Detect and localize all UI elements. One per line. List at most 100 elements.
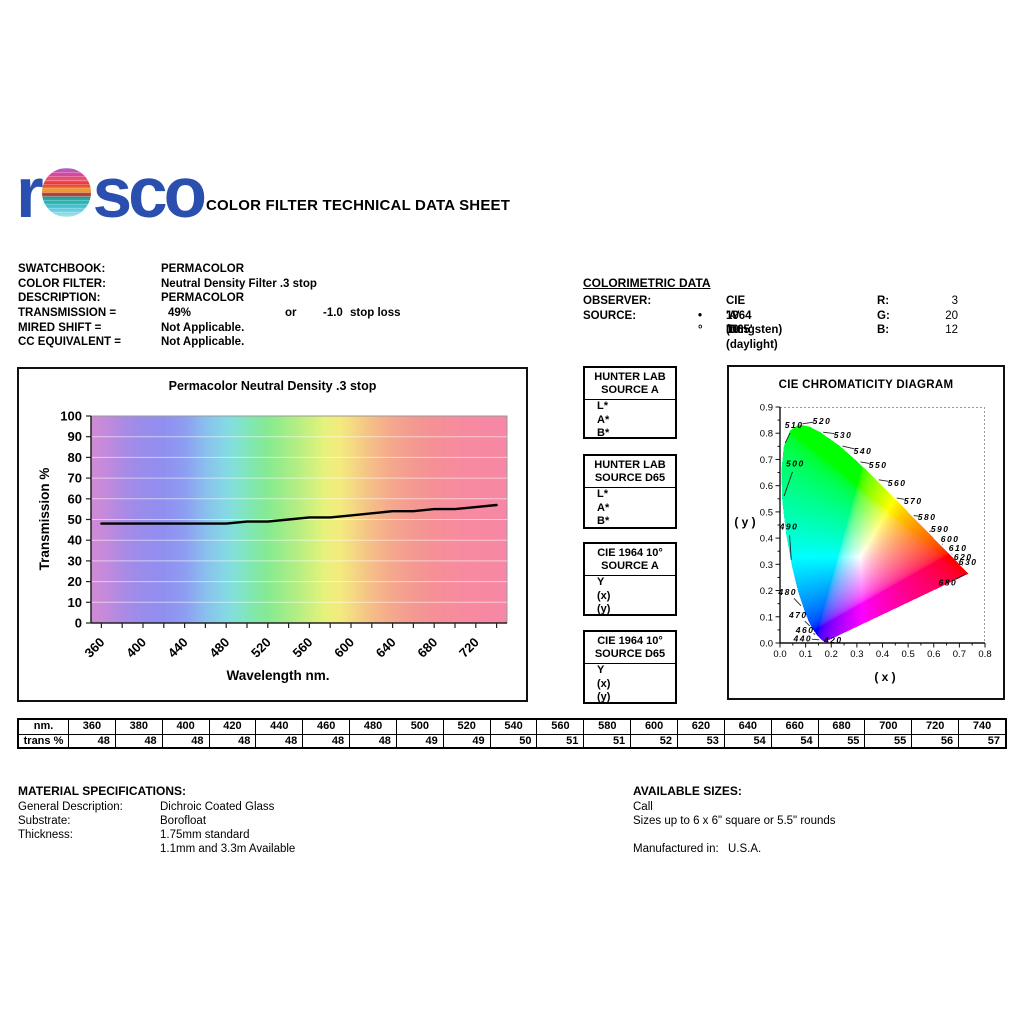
material-label: Thickness: [18,829,73,841]
transmission-stop-loss-label: stop loss [350,307,401,320]
table-trans-value: 54 [723,733,771,747]
svg-text:480: 480 [206,635,232,661]
svg-text:360: 360 [82,635,108,661]
svg-text:560: 560 [290,635,316,661]
table-header-nm: nm. [33,720,54,732]
table-trans-value: 48 [208,733,256,747]
box-row: L* [597,488,608,500]
table-nm-value: 560 [536,720,583,734]
svg-text:90: 90 [68,429,82,444]
table-trans-value: 51 [536,733,584,747]
svg-text:720: 720 [456,635,482,661]
table-nm-value: 460 [302,720,349,734]
info-label: TRANSMISSION = [18,307,117,320]
rosco-logo: r sco [16,158,207,229]
table-nm-value: 720 [911,720,958,734]
material-label: General Description: [18,801,123,813]
box-row: A* [597,501,610,514]
manufactured-value: U.S.A. [728,843,762,855]
svg-text:600: 600 [331,635,357,661]
divider [585,487,675,488]
info-value: PERMACOLOR [161,263,245,275]
transmission-percent: 49% [168,307,192,320]
colorimetric-data-block: COLORIMETRIC DATA OBSERVER: CIE 1964 10°… [583,276,958,351]
b-label: B: [877,324,890,337]
logo-text-r: r [16,154,44,233]
source-d65-row: ° 'D65' (daylight) B: 12 [583,323,958,351]
info-value: Not Applicable. [161,336,245,349]
table-nm-value: 680 [817,720,865,734]
material-value: 1.1mm and 3.3m Available [160,843,296,855]
svg-text:80: 80 [68,450,82,465]
svg-text:60: 60 [68,491,82,506]
info-label: DESCRIPTION: [18,292,101,305]
rainbow-globe-icon [41,168,91,217]
svg-text:10: 10 [68,595,82,610]
table-trans-value: 56 [911,733,959,747]
box-row: (y) [597,603,611,615]
table-trans-value: 55 [817,733,865,747]
svg-text:400: 400 [123,635,149,661]
table-nm-value: 500 [395,720,443,734]
table-trans-value: 49 [442,733,490,747]
chart-title: Permacolor Neutral Density .3 stop [168,379,377,393]
manufactured-label: Manufactured in: [633,843,719,855]
table-nm-value: 380 [114,720,162,734]
table-trans-value: 48 [349,733,396,747]
source-label: SOURCE: [583,309,637,322]
table-trans-value: 49 [395,733,443,747]
colorimetric-title: COLORIMETRIC DATA [583,276,711,290]
table-nm-value: 520 [442,720,490,734]
box-row: (x) [597,589,611,602]
cie-title: CIE CHROMATICITY DIAGRAM [778,379,954,391]
info-label: MIRED SHIFT = [18,321,102,334]
sizes-line: Call [633,801,653,813]
y-axis-title: Transmission % [37,467,52,571]
cie-y-axis-title: ( y ) [734,515,756,529]
filter-info-block: SWATCHBOOK: PERMACOLOR COLOR FILTER: Neutr… [18,262,400,350]
observer-value: CIE 1964 10° [726,295,752,337]
cie-1964-source-d65-box: CIE 1964 10° SOURCE D65 Y (x) (y) [583,630,677,704]
cie-1964-source-a-box: CIE 1964 10° SOURCE A Y (x) (y) [583,542,677,616]
source-a-row: SOURCE: • 'A' (tungsten) G: 20 [583,309,958,337]
material-value: 1.75mm standard [160,829,250,841]
box-title: HUNTER LAB SOURCE D65 [594,459,666,484]
info-row-description: DESCRIPTION: PERMACOLOR [18,291,317,306]
b-value: 12 [945,324,958,337]
r-value: 3 [951,295,958,307]
material-label: Substrate: [18,815,71,827]
table-nm-value: 580 [583,720,630,734]
hunter-lab-source-d65-box: HUNTER LAB SOURCE D65 L* A* B* [583,454,677,529]
table-nm-value: 660 [770,720,818,734]
logo-text-sco: sco [92,154,207,233]
table-trans-value: 57 [958,733,1005,747]
g-label: G: [877,309,890,322]
table-nm-value: 440 [255,720,302,734]
sizes-line: Sizes up to 6 x 6" square or 5.5" rounds [633,815,836,827]
source-a-value: 'A' (tungsten) [726,309,783,337]
source-d65-value: 'D65' (daylight) [726,324,778,352]
info-label: CC EQUIVALENT = [18,336,121,349]
table-nm-value: 540 [489,720,537,734]
cie-x-axis-title: ( x ) [874,670,896,684]
table-nm-value: 420 [208,720,256,734]
material-specifications-block: MATERIAL SPECIFICATIONS: General Descrip… [18,784,295,856]
table-nm-value: 640 [723,720,771,734]
degree-icon: ° [698,324,703,337]
info-value: Not Applicable. [161,321,245,334]
available-sizes-block: AVAILABLE SIZES: Call Sizes up to 6 x 6"… [633,784,836,856]
table-trans-value: 53 [677,733,724,747]
table-trans-value: 55 [864,733,912,747]
info-row-cc-equivalent: CC EQUIVALENT = Not Applicable. [18,335,317,350]
manufactured-row: Manufactured in: U.S.A. [633,842,836,856]
table-nm-value: 700 [864,720,911,734]
material-value: Dichroic Coated Glass [160,801,275,813]
box-row: A* [597,413,610,426]
info-value: PERMACOLOR [161,292,245,305]
info-label: COLOR FILTER: [18,277,106,290]
divider [585,575,675,576]
info-row-transmission: TRANSMISSION = 49% or -1.0 stop loss [18,306,400,321]
table-trans-value: 48 [302,733,350,747]
transmission-chart: Permacolor Neutral Density .3 stop 0 10 20… [17,367,528,702]
